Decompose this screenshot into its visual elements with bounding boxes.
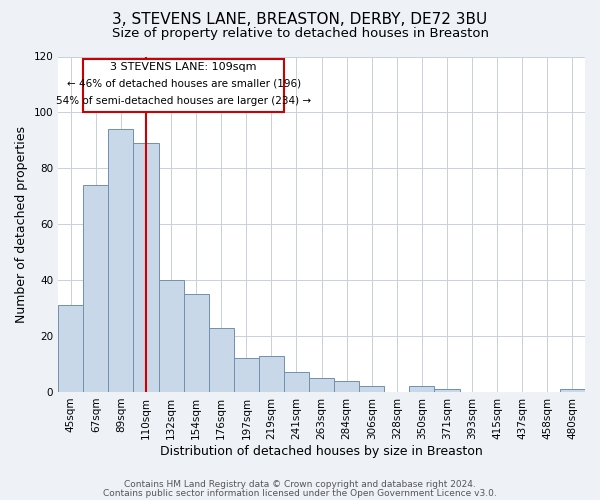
Bar [58, 306, 83, 392]
Bar [259, 356, 284, 392]
Bar [133, 143, 158, 392]
Bar [409, 386, 434, 392]
Text: Contains HM Land Registry data © Crown copyright and database right 2024.: Contains HM Land Registry data © Crown c… [124, 480, 476, 489]
Bar [334, 381, 359, 392]
Bar [209, 328, 234, 392]
Bar [184, 294, 209, 392]
Bar [109, 129, 133, 392]
Text: 3, STEVENS LANE, BREASTON, DERBY, DE72 3BU: 3, STEVENS LANE, BREASTON, DERBY, DE72 3… [112, 12, 488, 28]
Text: Contains public sector information licensed under the Open Government Licence v3: Contains public sector information licen… [103, 488, 497, 498]
X-axis label: Distribution of detached houses by size in Breaston: Distribution of detached houses by size … [160, 444, 483, 458]
Bar [234, 358, 259, 392]
Text: 54% of semi-detached houses are larger (234) →: 54% of semi-detached houses are larger (… [56, 96, 311, 106]
Bar [359, 386, 385, 392]
Bar [284, 372, 309, 392]
Text: 3 STEVENS LANE: 109sqm: 3 STEVENS LANE: 109sqm [110, 62, 257, 72]
Bar [158, 280, 184, 392]
Bar [434, 389, 460, 392]
Bar [83, 185, 109, 392]
FancyBboxPatch shape [83, 60, 284, 112]
Text: ← 46% of detached houses are smaller (196): ← 46% of detached houses are smaller (19… [67, 79, 301, 89]
Bar [309, 378, 334, 392]
Text: Size of property relative to detached houses in Breaston: Size of property relative to detached ho… [112, 28, 488, 40]
Y-axis label: Number of detached properties: Number of detached properties [15, 126, 28, 322]
Bar [560, 389, 585, 392]
